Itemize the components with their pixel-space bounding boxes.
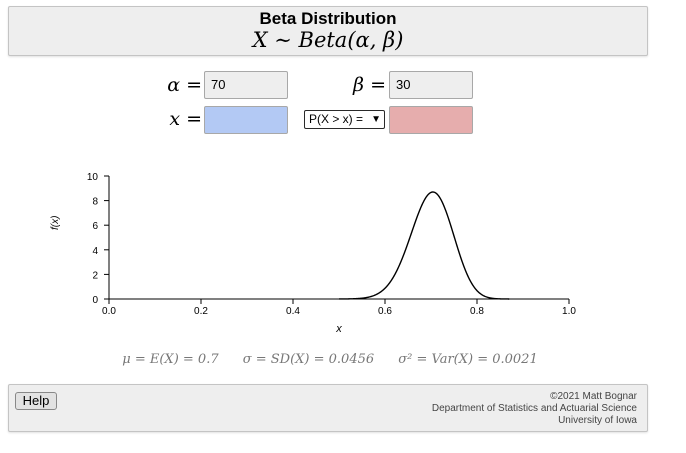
chevron-down-icon: ▼: [371, 114, 381, 125]
alpha-label: α =: [167, 74, 202, 96]
beta-label: β =: [353, 74, 386, 96]
probability-type-select[interactable]: P(X > x) = ▼: [304, 110, 385, 129]
mean-stat: μ = E(X) = 0.7: [122, 352, 219, 367]
sd-stat: σ = SD(X) = 0.0456: [242, 352, 375, 367]
variance-stat: σ² = Var(X) = 0.0021: [398, 352, 538, 367]
x-tick-label: 0.2: [194, 306, 208, 317]
x-tick-label: 0.6: [378, 306, 392, 317]
y-tick-label: 10: [87, 172, 99, 183]
y-tick-label: 2: [92, 270, 98, 281]
help-button[interactable]: Help: [15, 392, 57, 410]
y-axis-label: f(x): [50, 215, 61, 230]
x-tick-label: 0.8: [470, 306, 484, 317]
density-curve: [338, 191, 510, 300]
footer: Help ©2021 Matt Bognar Department of Sta…: [8, 384, 648, 432]
x-input[interactable]: [204, 106, 288, 134]
x-tick-label: 0.4: [286, 306, 300, 317]
probability-output: [389, 106, 473, 134]
y-tick-label: 8: [92, 197, 98, 208]
x-tick-label: 1.0: [562, 306, 576, 317]
beta-input[interactable]: 30: [389, 71, 473, 99]
x-label: x =: [169, 108, 202, 130]
y-tick-label: 0: [92, 295, 98, 306]
y-tick-label: 6: [92, 221, 98, 232]
alpha-input[interactable]: 70: [204, 71, 288, 99]
copyright: ©2021 Matt Bognar: [550, 391, 637, 402]
y-tick-label: 4: [92, 246, 98, 257]
summary-stats: μ = E(X) = 0.7 σ = SD(X) = 0.0456 σ² = V…: [0, 352, 660, 367]
university: University of Iowa: [558, 415, 637, 426]
department: Department of Statistics and Actuarial S…: [431, 403, 637, 414]
app-header: Beta Distribution X ∼ Beta(α, β): [8, 6, 648, 56]
distribution-formula: X ∼ Beta(α, β): [252, 28, 404, 52]
x-axis-label: x: [335, 323, 342, 335]
probability-type-value: P(X > x) =: [309, 112, 364, 126]
credits: ©2021 Matt Bognar Department of Statisti…: [432, 391, 637, 427]
page-title: Beta Distribution: [259, 9, 397, 28]
x-tick-label: 0.0: [102, 306, 116, 317]
